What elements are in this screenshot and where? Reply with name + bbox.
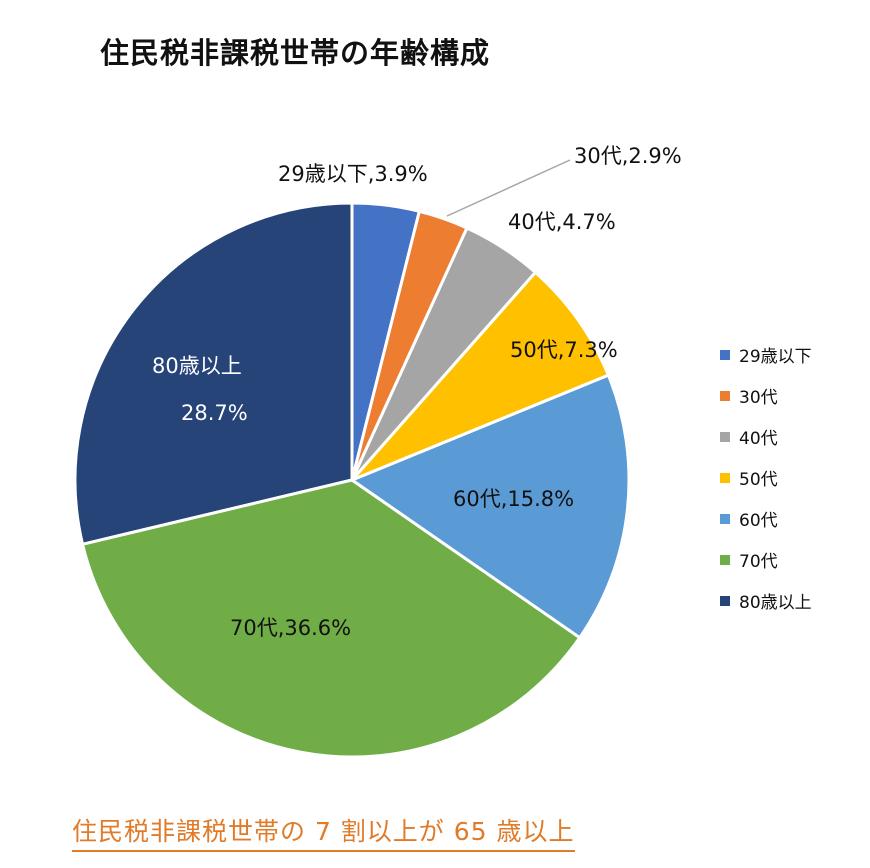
pie-slice <box>348 373 631 640</box>
legend-swatch <box>720 349 730 360</box>
legend-swatch <box>720 431 730 442</box>
legend-item: 80歳以上 <box>720 580 812 621</box>
legend-item: 29歳以下 <box>720 334 812 375</box>
chart-title: 住民税非課税世帯の年齢構成 <box>100 36 491 70</box>
legend-swatch <box>720 595 730 606</box>
legend-swatch <box>720 472 730 483</box>
legend: 29歳以下 30代 40代 50代 60代 70代 80歳以上 <box>720 334 812 621</box>
pie-slice <box>80 478 582 759</box>
legend-item: 40代 <box>720 416 812 457</box>
summary-note: 住民税非課税世帯の 7 割以上が 65 歳以上 <box>72 812 575 852</box>
pie-slice <box>350 201 422 481</box>
label-50s: 50代,7.3% <box>510 338 618 362</box>
label-60s: 60代,15.8% <box>453 487 575 511</box>
legend-swatch <box>720 554 730 565</box>
legend-swatch <box>720 390 730 401</box>
legend-item: 60代 <box>720 498 812 539</box>
legend-item: 70代 <box>720 539 812 580</box>
leader-line <box>446 159 571 217</box>
label-80-over-pct: 28.7% <box>181 401 248 425</box>
legend-item: 30代 <box>720 375 812 416</box>
legend-item: 50代 <box>720 457 812 498</box>
legend-swatch <box>720 513 730 524</box>
label-70s: 70代,36.6% <box>230 616 352 640</box>
pie-slice <box>350 270 611 482</box>
label-30s: 30代,2.9% <box>574 144 682 168</box>
pie-slice <box>73 201 354 547</box>
label-80-over: 80歳以上 <box>152 354 242 378</box>
label-29-under: 29歳以下,3.9% <box>278 162 428 186</box>
label-40s: 40代,4.7% <box>508 210 616 234</box>
